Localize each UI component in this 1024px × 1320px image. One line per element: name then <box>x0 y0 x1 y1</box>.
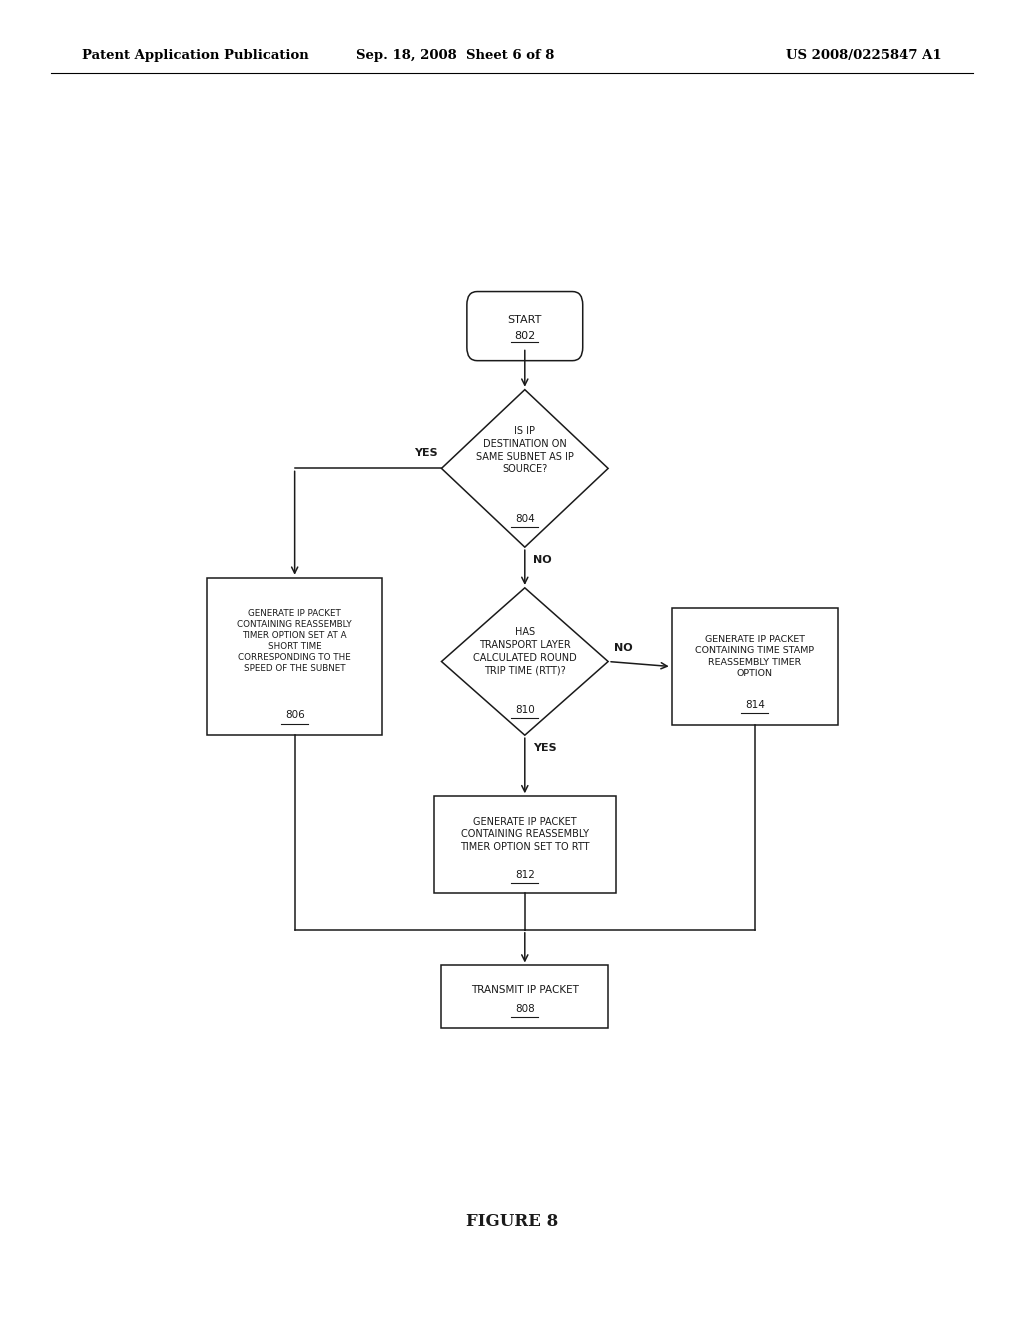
Bar <box>433 796 616 892</box>
Bar <box>441 965 608 1028</box>
Text: GENERATE IP PACKET
CONTAINING REASSEMBLY
TIMER OPTION SET AT A
SHORT TIME
CORRES: GENERATE IP PACKET CONTAINING REASSEMBLY… <box>238 609 352 673</box>
Text: Patent Application Publication: Patent Application Publication <box>82 49 308 62</box>
Text: NO: NO <box>614 643 633 653</box>
Bar <box>672 609 839 725</box>
Text: 806: 806 <box>285 710 304 721</box>
Text: FIGURE 8: FIGURE 8 <box>466 1213 558 1229</box>
Text: TRANSMIT IP PACKET: TRANSMIT IP PACKET <box>471 985 579 995</box>
Text: 812: 812 <box>515 870 535 880</box>
Text: NO: NO <box>532 556 551 565</box>
Text: HAS
TRANSPORT LAYER
CALCULATED ROUND
TRIP TIME (RTT)?: HAS TRANSPORT LAYER CALCULATED ROUND TRI… <box>473 627 577 676</box>
Text: IS IP
DESTINATION ON
SAME SUBNET AS IP
SOURCE?: IS IP DESTINATION ON SAME SUBNET AS IP S… <box>476 426 573 474</box>
Bar <box>207 578 382 735</box>
Text: 802: 802 <box>514 331 536 342</box>
Text: YES: YES <box>532 743 556 754</box>
Text: START: START <box>508 315 542 325</box>
Polygon shape <box>441 587 608 735</box>
Text: 808: 808 <box>515 1005 535 1014</box>
Text: GENERATE IP PACKET
CONTAINING REASSEMBLY
TIMER OPTION SET TO RTT: GENERATE IP PACKET CONTAINING REASSEMBLY… <box>460 817 590 853</box>
FancyBboxPatch shape <box>467 292 583 360</box>
Polygon shape <box>441 389 608 548</box>
Text: 810: 810 <box>515 705 535 715</box>
Text: US 2008/0225847 A1: US 2008/0225847 A1 <box>786 49 942 62</box>
Text: YES: YES <box>414 449 437 458</box>
Text: Sep. 18, 2008  Sheet 6 of 8: Sep. 18, 2008 Sheet 6 of 8 <box>356 49 555 62</box>
Text: 814: 814 <box>745 700 765 710</box>
Text: GENERATE IP PACKET
CONTAINING TIME STAMP
REASSEMBLY TIMER
OPTION: GENERATE IP PACKET CONTAINING TIME STAMP… <box>695 635 814 678</box>
Text: 804: 804 <box>515 515 535 524</box>
